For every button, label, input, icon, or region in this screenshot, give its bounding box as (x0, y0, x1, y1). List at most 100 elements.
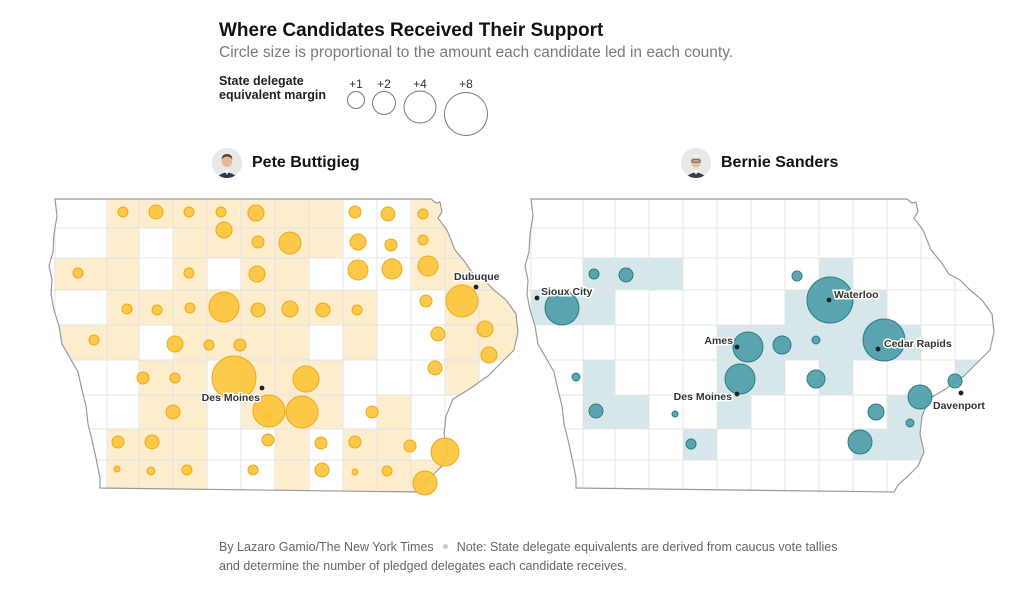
shaded-county (921, 429, 955, 460)
shaded-county (275, 199, 309, 228)
margin-bubble (113, 465, 121, 473)
margin-bubble (211, 355, 257, 401)
margin-bubble (905, 418, 915, 428)
legend-circle (403, 90, 437, 124)
city-dot (534, 295, 540, 301)
shaded-county (55, 325, 107, 360)
margin-bubble (811, 335, 821, 345)
margin-bubble (146, 466, 156, 476)
candidate-header-sanders: Bernie Sanders (681, 148, 838, 178)
margin-bubble (417, 208, 429, 220)
margin-bubble (588, 268, 600, 280)
margin-bubble (148, 204, 164, 220)
margin-bubble (791, 270, 803, 282)
chart-subtitle: Circle size is proportional to the amoun… (219, 44, 734, 61)
legend-label: State delegate equivalent margin (219, 74, 359, 102)
margin-bubble (427, 360, 443, 376)
margin-bubble (248, 265, 266, 283)
city-dot (734, 391, 740, 397)
margin-bubble (251, 235, 265, 249)
city-label: Davenport (933, 400, 985, 412)
margin-bubble (278, 231, 302, 255)
margin-bubble (169, 372, 181, 384)
legend-value-label: +8 (459, 77, 473, 91)
shaded-county (275, 429, 309, 460)
margin-bubble (121, 303, 133, 315)
shaded-county (173, 460, 207, 492)
shaded-county (583, 290, 615, 325)
margin-bubble (183, 206, 195, 218)
shaded-county (173, 429, 207, 460)
shaded-county (445, 360, 479, 395)
margin-bubble (445, 284, 479, 318)
margin-bubble (281, 300, 299, 318)
shaded-county (479, 460, 518, 492)
margin-bubble (947, 373, 963, 389)
margin-bubble (588, 403, 604, 419)
shaded-county (445, 199, 479, 228)
shaded-county (275, 460, 309, 492)
margin-bubble (417, 234, 429, 246)
candidate-header-buttigieg: Pete Buttigieg (212, 148, 360, 178)
margin-bubble (261, 433, 275, 447)
shaded-county (819, 325, 853, 360)
margin-bubble (347, 259, 369, 281)
margin-bubble (685, 438, 697, 450)
legend-value-label: +2 (377, 77, 391, 91)
shaded-county (479, 199, 518, 228)
margin-bubble (183, 267, 195, 279)
margin-bubble (233, 338, 247, 352)
margin-bubble (544, 290, 580, 326)
candidate-name-sanders: Bernie Sanders (721, 154, 839, 171)
margin-bubble (430, 326, 446, 342)
shaded-county (241, 325, 275, 360)
shaded-county (107, 258, 139, 290)
margin-bubble (351, 304, 363, 316)
margin-bubble (247, 204, 265, 222)
margin-bubble (208, 291, 240, 323)
shaded-county (377, 395, 411, 429)
margin-bubble (144, 434, 160, 450)
margin-bubble (430, 437, 460, 467)
city-label: Dubuque (454, 271, 500, 283)
city-label: Sioux City (541, 286, 593, 298)
sanders-map: Sioux City Waterloo Ames Cedar Rapids Des Mo… (524, 198, 995, 493)
byline: By Lazaro Gamio/The New York Times (219, 540, 434, 554)
legend-label-line1: State delegate (219, 74, 304, 88)
separator-dot (442, 544, 448, 550)
shaded-county (479, 290, 518, 325)
margin-bubble (285, 395, 319, 429)
candidate-name-buttigieg: Pete Buttigieg (252, 154, 360, 171)
chart-title: Where Candidates Received Their Support (219, 20, 604, 41)
city-label: Cedar Rapids (884, 338, 952, 350)
margin-bubble (417, 255, 439, 277)
shaded-county (343, 460, 377, 492)
size-legend: +1 +2 +4 +8 (347, 77, 488, 136)
footer-credit: By Lazaro Gamio/The New York Times Note: … (219, 538, 839, 576)
shaded-county (717, 395, 751, 429)
margin-bubble (862, 318, 906, 362)
shaded-county (445, 228, 479, 258)
margin-bubble (252, 394, 286, 428)
margin-bubble (314, 436, 328, 450)
margin-bubble (403, 439, 417, 453)
city-dot (473, 284, 479, 290)
margin-bubble (571, 372, 581, 382)
margin-bubble (867, 403, 885, 421)
margin-bubble (292, 365, 320, 393)
margin-bubble (618, 267, 634, 283)
margin-bubble (314, 462, 330, 478)
shaded-county (309, 199, 343, 228)
city-dot (875, 346, 881, 352)
margin-bubble (111, 435, 125, 449)
buttigieg-avatar (212, 148, 242, 178)
city-dot (734, 344, 740, 350)
sanders-avatar (681, 148, 711, 178)
legend-circle (347, 91, 365, 109)
shaded-county (107, 228, 139, 258)
margin-bubble (247, 464, 259, 476)
buttigieg-map: Dubuque Des Moines (48, 198, 519, 496)
city-dot (826, 297, 832, 303)
margin-bubble (724, 363, 756, 395)
legend-circle (444, 92, 488, 136)
